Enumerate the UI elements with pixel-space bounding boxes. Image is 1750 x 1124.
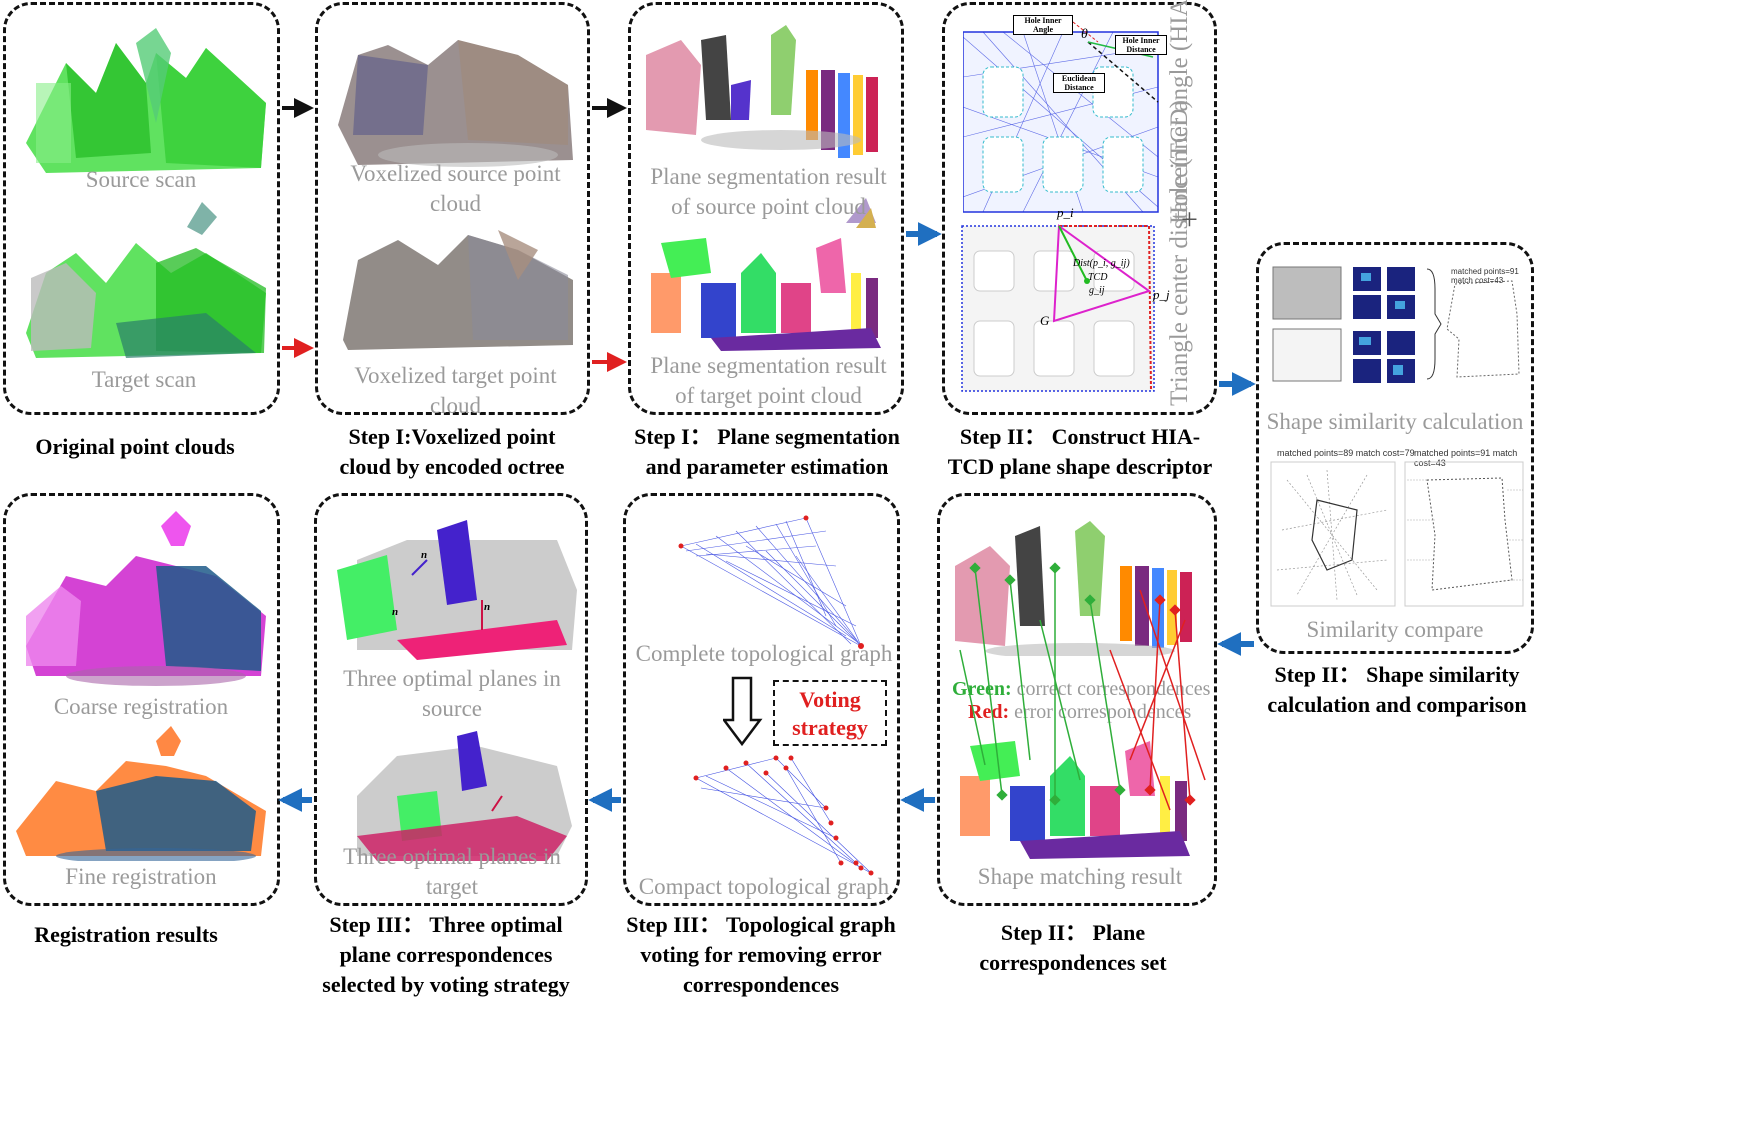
segmentation-target-image <box>631 233 901 353</box>
small-match-label: matched points=91 match cost=43 <box>1451 267 1531 285</box>
annot-gij: g_ij <box>1089 285 1105 296</box>
normal-n2-source: n <box>392 606 398 618</box>
target-scan-image <box>6 233 276 363</box>
voxelized-source-caption: Voxelized source point cloud <box>333 159 578 219</box>
compact-graph-caption: Compact topological graph <box>626 872 902 902</box>
tcd-diagram <box>959 221 1159 396</box>
legend-green: Green: correct correspondences <box>952 678 1210 701</box>
annot-theta: θ <box>1081 27 1088 43</box>
coarse-registration-image <box>6 506 276 691</box>
segmentation-source-caption: Plane segmentation result of source poin… <box>641 162 896 222</box>
legend-green-key: Green: <box>952 678 1012 700</box>
panel-plane-segmentation: Plane segmentation result of source poin… <box>628 2 904 415</box>
voting-strategy-box: Voting strategy <box>773 680 887 746</box>
label-triangle-center-distance: Triangle center distance(TCD) <box>1166 236 1222 406</box>
complete-graph-caption: Complete topological graph <box>626 639 902 669</box>
title-shape-similarity: Step II： Shape similarity calculation an… <box>1254 660 1540 720</box>
panel-topological-graph: Complete topological graph Voting strate… <box>623 493 900 906</box>
legend-red-key: Red: <box>968 701 1009 723</box>
match-left-label: matched points=89 match cost=79 <box>1277 448 1415 458</box>
compact-topological-graph <box>626 748 896 878</box>
shape-similarity-caption: Shape similarity calculation <box>1259 407 1531 437</box>
title-three-optimal-planes: Step III： Three optimal plane correspond… <box>315 910 577 1000</box>
title-plane-segmentation: Step I： Plane segmentation and parameter… <box>630 422 904 482</box>
coarse-registration-caption: Coarse registration <box>6 692 276 722</box>
source-scan-caption: Source scan <box>6 165 276 195</box>
segmentation-source-image <box>631 25 901 165</box>
shape-matching-caption: Shape matching result <box>940 862 1220 892</box>
title-voxelized: Step I:Voxelized point cloud by encoded … <box>322 422 582 482</box>
legend-red: Red: error correspondences <box>968 701 1191 724</box>
correspondence-source-image <box>940 506 1215 656</box>
similarity-compare-caption: Similarity compare <box>1259 615 1531 645</box>
optimal-source-caption: Three optimal planes in source <box>327 664 577 724</box>
title-hia-tcd: Step II： Construct HIA-TCD plane shape d… <box>946 422 1214 482</box>
similarity-compare-image <box>1267 460 1527 610</box>
correspondence-target-image <box>940 731 1215 871</box>
fine-registration-caption: Fine registration <box>6 862 276 892</box>
voxelized-target-caption: Voxelized target point cloud <box>333 361 578 421</box>
annot-tcd: TCD <box>1088 272 1107 283</box>
panel-shape-similarity: matched points=91 match cost=43 Shape si… <box>1256 242 1534 654</box>
legend-green-text: correct correspondences <box>1012 678 1211 700</box>
voxelized-source-image <box>318 25 588 175</box>
optimal-target-caption: Three optimal planes in target <box>327 842 577 902</box>
target-scan-caption: Target scan <box>6 365 282 395</box>
annot-hole-inner-distance: Hole Inner Distance <box>1115 35 1167 55</box>
title-original-point-clouds: Original point clouds <box>0 432 270 462</box>
annot-hole-inner-angle: Hole Inner Angle <box>1013 15 1073 35</box>
small-plane-fragment <box>182 197 222 237</box>
normal-n3-source: n <box>484 601 490 613</box>
legend-red-text: error correspondences <box>1009 701 1191 723</box>
annot-euclidean-distance: Euclidean Distance <box>1053 73 1105 93</box>
title-registration-results: Registration results <box>0 920 252 950</box>
annot-pi: p_i <box>1057 205 1074 221</box>
title-topological-graph: Step III： Topological graph voting for r… <box>624 910 898 1000</box>
fine-registration-image <box>6 721 276 861</box>
segmentation-target-caption: Plane segmentation result of target poin… <box>641 351 896 411</box>
title-plane-correspondences: Step II： Plane correspondences set <box>948 918 1198 978</box>
panel-hia-tcd-descriptor: Hole Inner Angle Hole Inner Distance Euc… <box>942 2 1217 415</box>
normal-n1-source: n <box>421 549 427 561</box>
complete-topological-graph <box>626 506 896 656</box>
panel-plane-correspondences: Green: correct correspondences Red: erro… <box>937 493 1217 906</box>
panel-registration-results: Coarse registration Fine registration <box>3 493 280 906</box>
panel-voxelized: Voxelized source point cloud Voxelized t… <box>315 2 590 415</box>
panel-original-point-clouds: Source scan Target scan <box>3 2 280 415</box>
optimal-source-image <box>317 510 587 670</box>
down-arrow-outline <box>723 676 763 748</box>
annot-g: G <box>1040 313 1049 329</box>
panel-three-optimal-planes: n n n Three optimal planes in source Thr… <box>314 493 588 906</box>
voxelized-target-image <box>318 220 588 360</box>
annot-dist: Dist(p_i, g_ij) <box>1073 258 1130 269</box>
